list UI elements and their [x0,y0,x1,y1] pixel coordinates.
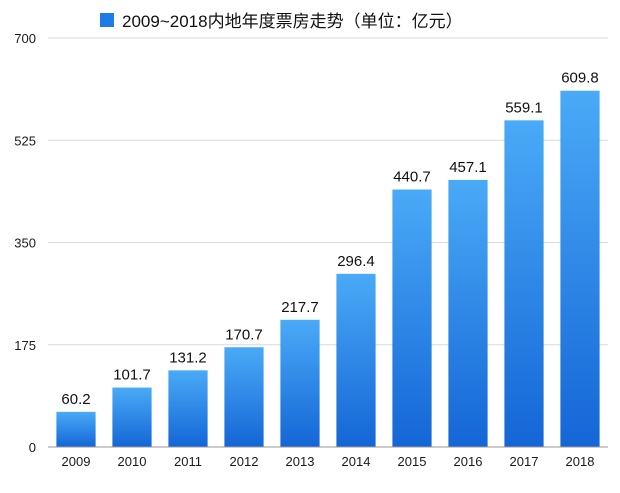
x-tick-label-2017: 2017 [510,454,539,469]
y-axis-tick-labels: 0 175 350 525 700 [14,31,36,455]
data-label-2017: 559.1 [505,99,543,116]
data-label-2012: 170.7 [225,326,263,343]
legend-label: 2009~2018内地年度票房走势（单位：亿元） [122,12,463,31]
bar-2016 [448,179,488,448]
bar-2013 [280,319,320,447]
bar-2014 [336,273,376,447]
data-label-2015: 440.7 [393,169,431,186]
y-tick-label: 175 [14,338,36,353]
bar-2011 [168,370,208,447]
bar-2015 [392,189,432,447]
x-tick-label-2011: 2011 [174,454,202,469]
bar-2017 [504,120,544,447]
x-tick-label-2014: 2014 [342,454,371,469]
bar-2012 [224,347,264,447]
data-label-2013: 217.7 [281,299,319,316]
data-label-2009: 60.2 [61,391,90,408]
data-label-2018: 609.8 [561,70,599,87]
bar-2010 [112,387,152,447]
x-tick-label-2018: 2018 [566,454,595,469]
x-tick-label-2013: 2013 [286,454,315,469]
y-tick-label: 0 [29,440,36,455]
legend-swatch [100,13,114,27]
bar-2018 [560,90,600,447]
x-tick-label-2012: 2012 [230,454,259,469]
y-tick-label: 525 [14,133,36,148]
bars [56,90,600,448]
y-tick-label: 700 [14,31,36,46]
x-tick-label-2010: 2010 [118,454,147,469]
x-tick-label-2016: 2016 [454,454,483,469]
chart-legend: 2009~2018内地年度票房走势（单位：亿元） [100,12,463,31]
data-labels: 60.2 101.7 131.2 170.7 217.7 296.4 440.7 457.1 5… [61,70,598,408]
x-tick-label-2015: 2015 [398,454,427,469]
x-axis-tick-labels: 2009 2010 2011 2012 2013 2014 2015 2016 2017 2018 [62,454,595,469]
data-label-2010: 101.7 [113,367,151,384]
bar-2009 [56,411,96,447]
y-tick-label: 350 [14,236,36,251]
x-tick-label-2009: 2009 [62,454,91,469]
data-label-2016: 457.1 [449,159,487,176]
data-label-2014: 296.4 [337,253,375,270]
data-label-2011: 131.2 [169,349,207,366]
